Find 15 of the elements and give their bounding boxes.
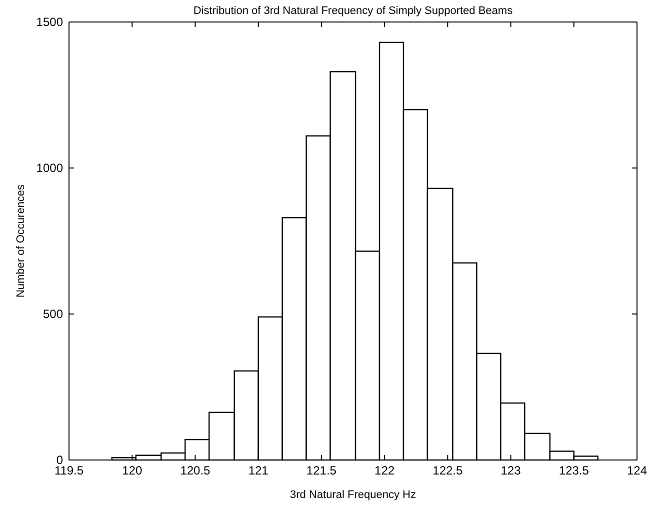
x-tick-label: 120 [122,464,142,478]
y-tick-label: 1000 [36,160,64,175]
x-tick-label: 121 [248,464,269,478]
x-tick-label: 120.5 [180,464,211,478]
x-tick-label: 121.5 [306,464,337,478]
y-axis-title: Number of Occurences [15,184,27,298]
y-tick-label: 500 [42,306,64,321]
chart-title: Distribution of 3rd Natural Frequency of Simply Supported Beams [193,5,514,17]
x-tick-label: 124 [626,464,648,478]
x-tick-label: 122.5 [432,464,464,478]
x-tick-label: 123 [500,464,522,478]
x-axis-title: 3rd Natural Frequency Hz [290,489,416,501]
x-tick-label: 122 [374,464,395,478]
y-tick-label: 1500 [36,14,64,29]
x-tick-label: 123.5 [558,464,590,478]
